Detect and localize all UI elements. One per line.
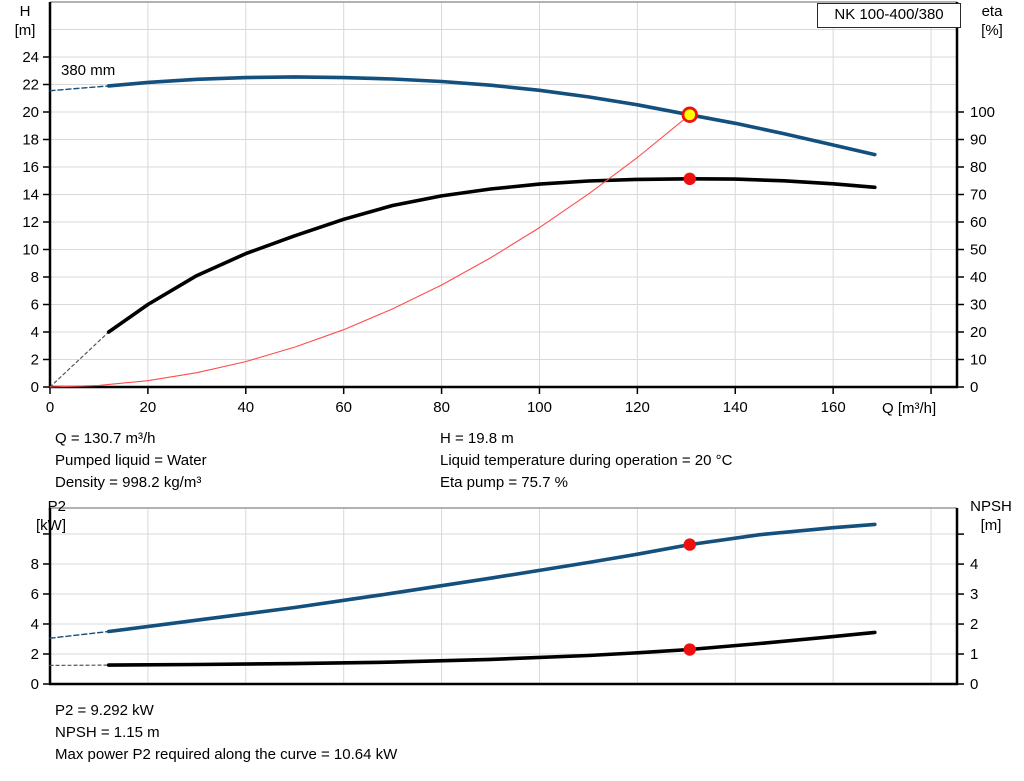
y-left-tick-label: 8 [31,556,39,573]
p2-curve [106,522,877,634]
y-right-tick-label: 80 [970,159,987,176]
head-curve-dashed [49,85,110,92]
left-axis-title-bottom-chart: P2 [kW] [8,497,66,535]
info-flow: Q = 130.7 m³/h [55,430,156,447]
info-max-power: Max power P2 required along the curve = … [55,746,398,763]
x-tick-label: 60 [335,399,352,416]
y-right-tick-label: 90 [970,132,987,149]
y-left-tick-label: 2 [31,352,39,369]
impeller-diameter-label: 380 mm [61,62,116,79]
x-tick-label: 100 [527,399,552,416]
y-left-tick-label: 4 [31,616,39,633]
y-right-tick-label: 10 [970,352,987,369]
y-left-tick-label: 12 [22,214,39,231]
y-right-tick-label: 100 [970,104,995,121]
y-right-tick-label: 40 [970,269,987,286]
y-right-tick-label: 0 [970,676,978,693]
pump-model-box: NK 100-400/380 [817,3,961,28]
y-left-tick-label: 8 [31,269,39,286]
info-p2: P2 = 9.292 kW [55,702,154,719]
info-npsh: NPSH = 1.15 m [55,724,160,741]
duty-info-left-column: Q = 130.7 m³/h Pumped liquid = Water Den… [55,428,207,494]
x-tick-label: 80 [433,399,450,416]
h-axis-unit: [m] [14,22,36,39]
x-tick-label: 0 [46,399,54,416]
y-left-tick-label: 6 [31,297,39,314]
duty-point-p2 [683,538,696,551]
y-left-tick-label: 0 [31,379,39,396]
y-right-tick-label: 20 [970,324,987,341]
npsh-axis-label: NPSH [970,498,1012,515]
y-right-tick-label: 60 [970,214,987,231]
info-eta-pump: Eta pump = 75.7 % [440,474,568,491]
power-info-block: P2 = 9.292 kW NPSH = 1.15 m Max power P2… [55,700,397,766]
p2-axis-label: P2 [47,498,66,515]
y-right-tick-label: 70 [970,187,987,204]
y-left-tick-label: 16 [22,159,39,176]
head-curve [106,75,877,157]
eta-axis-unit: [%] [981,22,1003,39]
duty-point-efficiency [683,172,696,186]
y-right-tick-label: 30 [970,297,987,314]
y-left-tick-label: 14 [22,187,39,204]
right-axis-title-bottom-chart: NPSH [m] [962,497,1020,535]
npsh-axis-unit: [m] [980,517,1002,534]
right-axis-title-top-chart: eta [%] [964,2,1020,40]
left-axis-title-top-chart: H [m] [4,2,46,40]
y-left-tick-label: 20 [22,104,39,121]
x-tick-label: 140 [723,399,748,416]
x-tick-label: 20 [140,399,157,416]
affinity-curve [49,114,691,388]
duty-info-right-column: H = 19.8 m Liquid temperature during ope… [440,428,732,494]
y-left-tick-label: 6 [31,586,39,603]
y-right-tick-label: 3 [970,586,978,603]
p2-curve-dashed [49,630,110,639]
y-left-tick-label: 22 [22,77,39,94]
info-density: Density = 998.2 kg/m³ [55,474,202,491]
h-axis-label: H [19,3,31,20]
y-left-tick-label: 10 [22,242,39,259]
y-right-tick-label: 2 [970,616,978,633]
y-left-tick-label: 24 [22,49,39,66]
y-right-tick-label: 50 [970,242,987,259]
y-right-tick-label: 0 [970,379,978,396]
x-tick-label: 120 [625,399,650,416]
npsh-curve [106,630,877,667]
x-tick-label: 40 [237,399,254,416]
efficiency-curve-dashed [49,331,110,388]
info-pumped-liquid: Pumped liquid = Water [55,452,207,469]
duty-point-npsh [683,643,696,656]
info-head: H = 19.8 m [440,430,514,447]
y-right-tick-label: 1 [970,646,978,663]
y-left-tick-label: 4 [31,324,39,341]
y-right-tick-label: 4 [970,556,978,573]
efficiency-curve [106,177,877,334]
p2-axis-unit: [kW] [36,517,66,534]
y-left-tick-label: 18 [22,132,39,149]
q-axis-label: Q [m³/h] [882,400,937,417]
y-left-tick-label: 0 [31,676,39,693]
y-left-tick-label: 2 [31,646,39,663]
x-tick-label: 160 [821,399,846,416]
duty-point-head [681,106,698,123]
eta-axis-label: eta [981,3,1003,20]
info-liquid-temperature: Liquid temperature during operation = 20… [440,452,733,469]
